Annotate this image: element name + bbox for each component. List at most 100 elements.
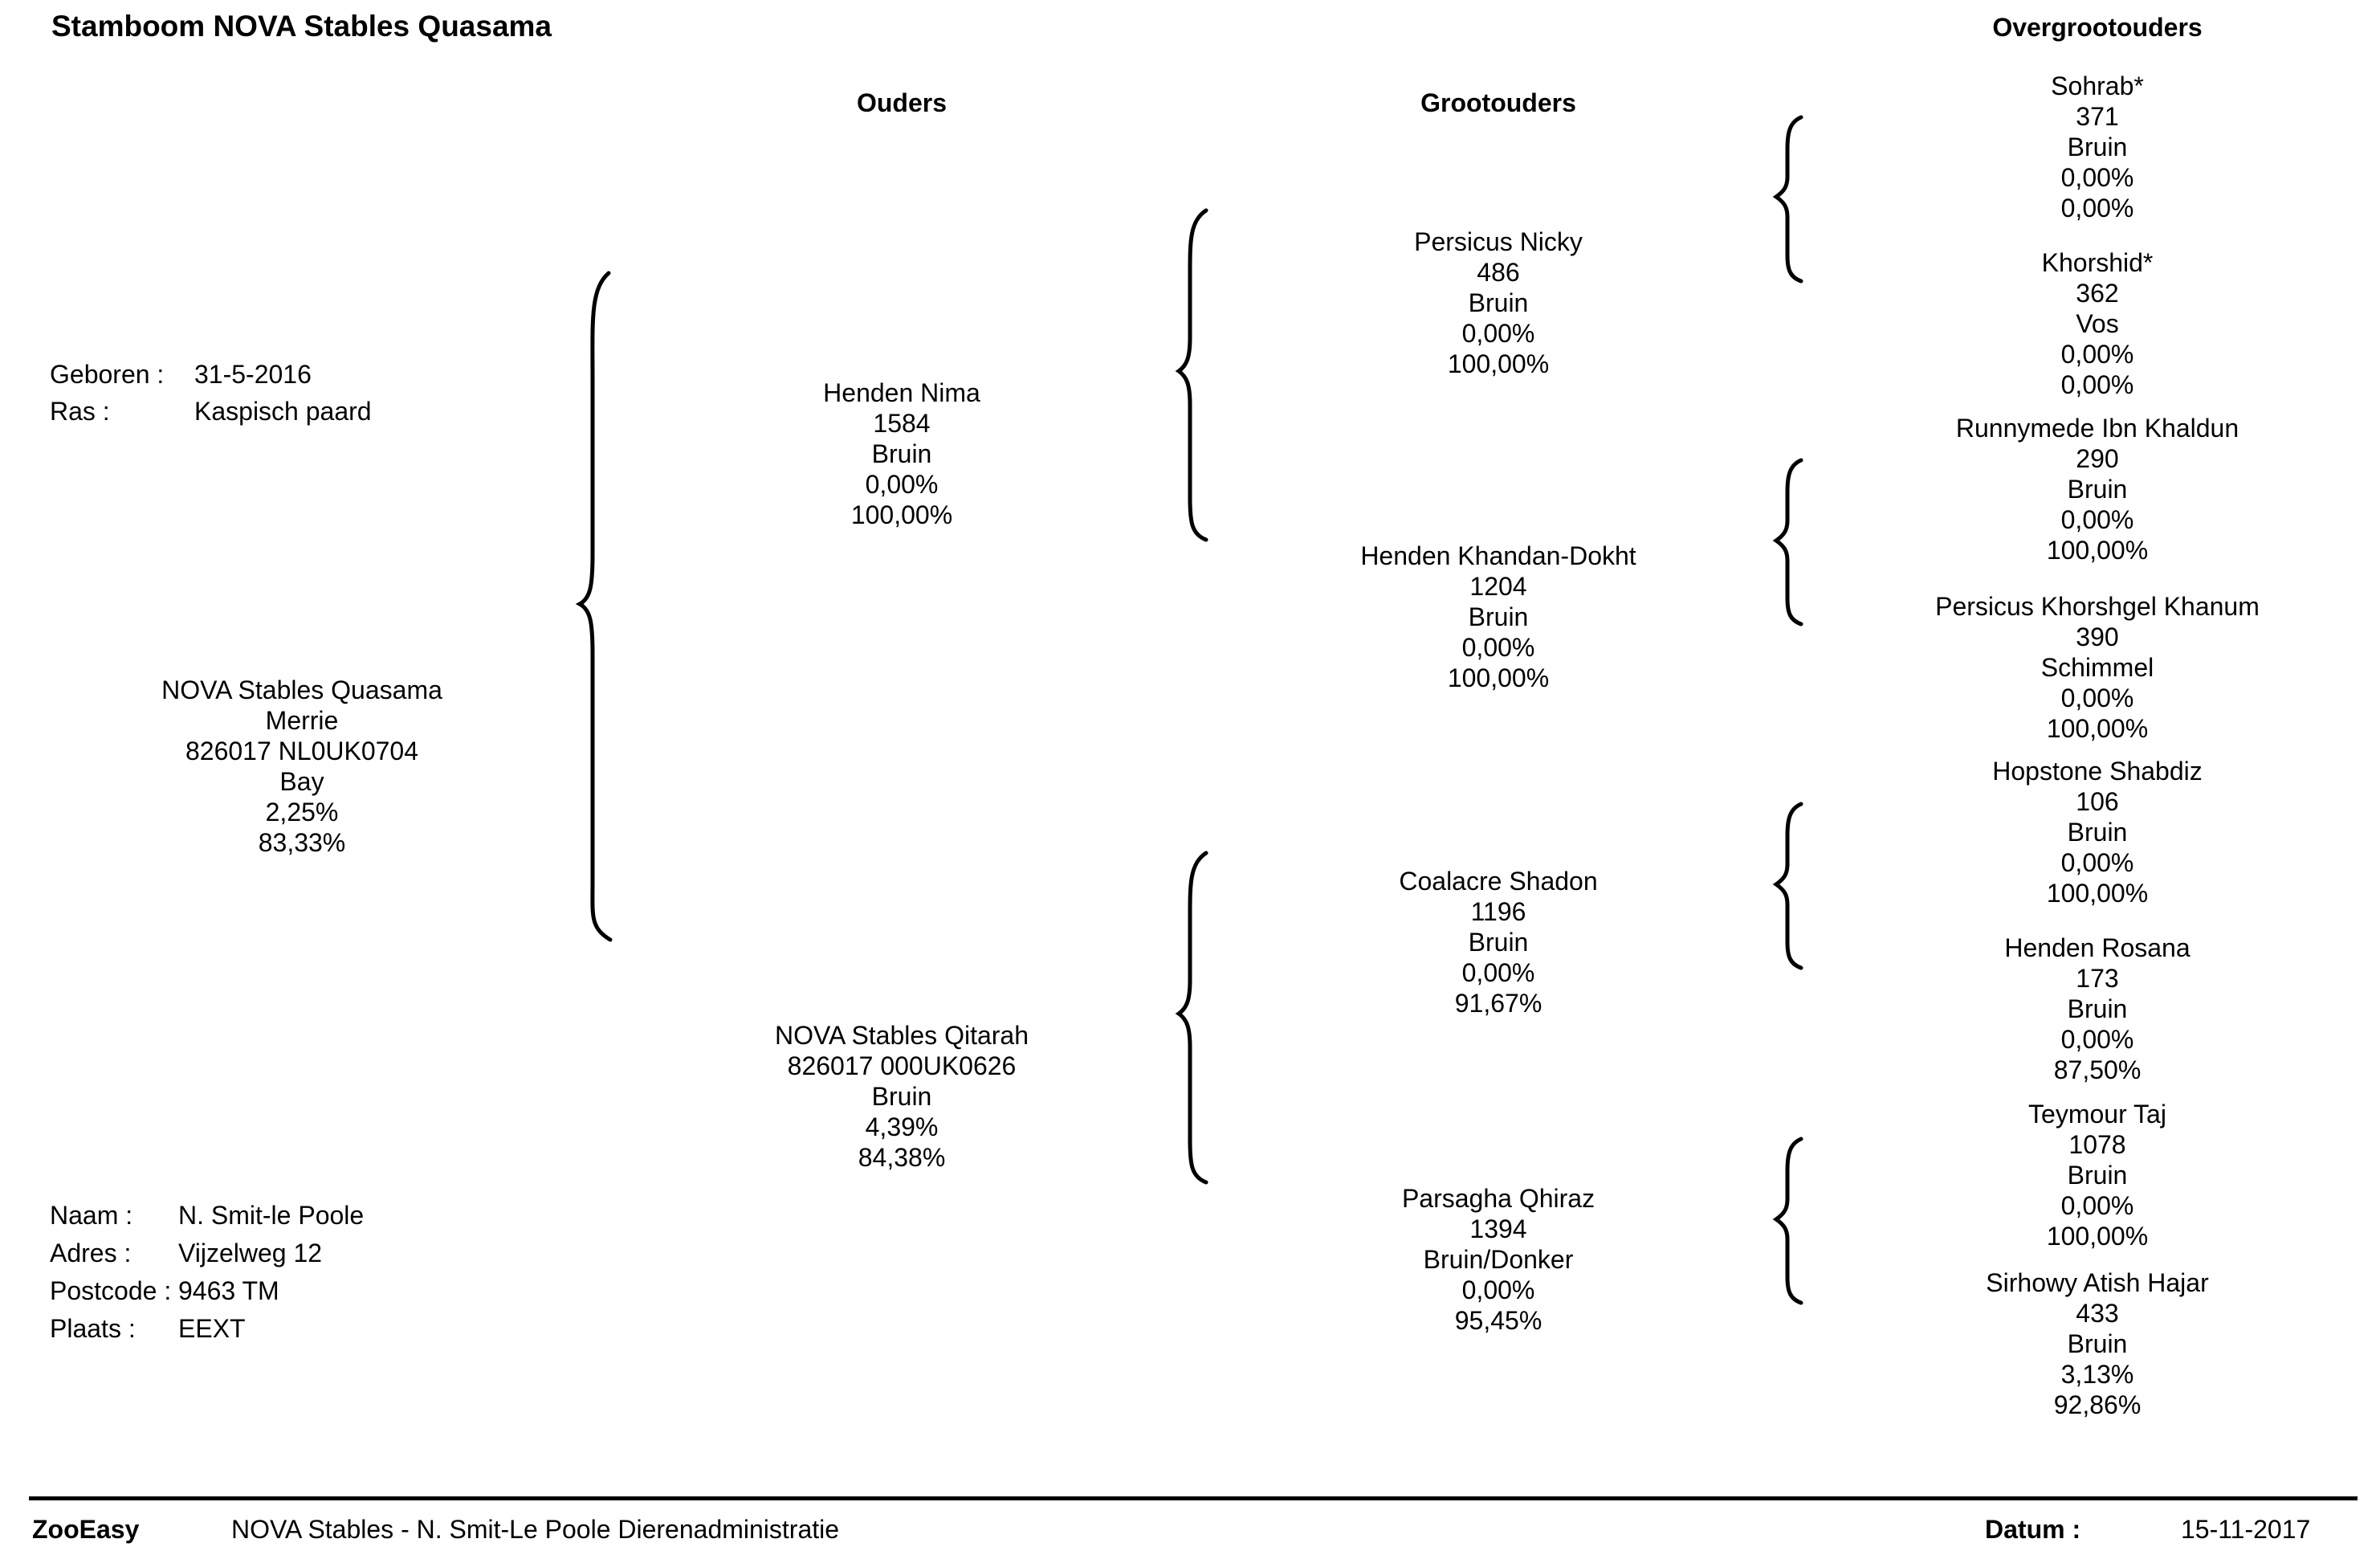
horse-percentage: 95,45% — [1454, 1306, 1543, 1335]
horse-percentage: 91,67% — [1454, 989, 1543, 1018]
horse-percentage: 0,00% — [2060, 194, 2134, 222]
horse-name: Sirhowy Atish Hajar — [1986, 1268, 2209, 1297]
horse-name: Coalacre Shadon — [1399, 867, 1598, 896]
horse-color: Bruin — [2067, 475, 2128, 504]
horse-color: Bruin — [1468, 602, 1529, 631]
great-grandparent-7: Teymour Taj 1078 Bruin 0,00% 100,00% — [2028, 1099, 2166, 1251]
horse-inbreeding: 0,00% — [2060, 1025, 2134, 1054]
breed-label: Ras : — [50, 397, 110, 426]
horse-percentage: 100,00% — [2046, 714, 2149, 743]
horse-percentage: 83,33% — [258, 828, 346, 857]
owner-address-label: Adres : — [50, 1239, 132, 1267]
born-label: Geboren : — [50, 360, 165, 389]
great-grandparent-5: Hopstone Shabdiz 106 Bruin 0,00% 100,00% — [1992, 756, 2203, 908]
horse-percentage: 92,86% — [2053, 1390, 2142, 1419]
header-grandparents: Grootouders — [1420, 88, 1576, 117]
page-title: Stamboom NOVA Stables Quasama — [51, 10, 552, 43]
horse-number: 433 — [2076, 1299, 2119, 1328]
horse-name: Sohrab* — [2051, 71, 2144, 100]
grandparent-4: Parsagha Qhiraz 1394 Bruin/Donker 0,00% … — [1402, 1183, 1595, 1336]
horse-name: Runnymede Ibn Khaldun — [1955, 414, 2239, 443]
horse-inbreeding: 0,00% — [2060, 340, 2134, 369]
horse-inbreeding: 0,00% — [2060, 163, 2134, 192]
grandparent-2: Henden Khandan-Dokht 1204 Bruin 0,00% 10… — [1360, 541, 1636, 693]
horse-number: 1204 — [1469, 572, 1527, 601]
header-parents: Ouders — [856, 88, 948, 117]
horse-color: Bay — [279, 767, 324, 796]
horse-inbreeding: 4,39% — [865, 1112, 939, 1141]
horse-inbreeding: 0,00% — [1461, 633, 1535, 662]
horse-name: Henden Khandan-Dokht — [1360, 541, 1636, 570]
horse-name: Khorshid* — [2041, 248, 2154, 277]
footer-brand: ZooEasy — [32, 1515, 140, 1544]
horse-number: 106 — [2076, 787, 2119, 816]
subject-horse: NOVA Stables Quasama Merrie 826017 NL0UK… — [161, 675, 442, 858]
horse-name: Parsagha Qhiraz — [1401, 1184, 1595, 1213]
horse-number: 290 — [2076, 444, 2119, 473]
horse-inbreeding: 0,00% — [2060, 1191, 2134, 1220]
horse-inbreeding: 0,00% — [1461, 1275, 1535, 1304]
horse-color: Bruin — [871, 1082, 932, 1111]
horse-registration: 826017 NL0UK0704 — [185, 737, 419, 765]
footer-date-value: 15-11-2017 — [2181, 1515, 2311, 1544]
great-grandparent-3: Runnymede Ibn Khaldun 290 Bruin 0,00% 10… — [1956, 413, 2239, 565]
horse-name: NOVA Stables Qitarah — [775, 1021, 1029, 1050]
horse-inbreeding: 0,00% — [2060, 684, 2134, 712]
great-grandparent-6: Henden Rosana 173 Bruin 0,00% 87,50% — [2004, 933, 2190, 1085]
footer-divider — [29, 1496, 2358, 1500]
brace-subject — [575, 271, 613, 942]
horse-color: Bruin — [2067, 1329, 2128, 1358]
breed-value: Kaspisch paard — [194, 397, 372, 426]
horse-color: Bruin — [2067, 818, 2128, 847]
owner-city-label: Plaats : — [50, 1314, 136, 1343]
horse-percentage: 100,00% — [2046, 879, 2149, 908]
horse-percentage: 84,38% — [858, 1143, 946, 1172]
brace-gp-3 — [1772, 802, 1803, 970]
horse-color: Schimmel — [2040, 653, 2154, 682]
brace-parent-2 — [1175, 851, 1208, 1185]
horse-name: Persicus Nicky — [1414, 227, 1583, 256]
horse-color: Bruin — [1468, 928, 1529, 957]
horse-name: Henden Rosana — [2004, 933, 2190, 962]
horse-number: 362 — [2076, 279, 2119, 308]
horse-inbreeding: 0,00% — [1461, 958, 1535, 987]
horse-percentage: 100,00% — [1447, 349, 1550, 378]
owner-postcode-value: 9463 TM — [178, 1276, 279, 1305]
horse-inbreeding: 0,00% — [2060, 505, 2134, 534]
header-great-grandparents: Overgrootouders — [1992, 13, 2203, 42]
horse-name: NOVA Stables Quasama — [161, 676, 442, 704]
great-grandparent-4: Persicus Khorshgel Khanum 390 Schimmel 0… — [1935, 591, 2260, 744]
horse-number: 1394 — [1469, 1214, 1527, 1243]
parent-sire: Henden Nima 1584 Bruin 0,00% 100,00% — [823, 378, 980, 530]
great-grandparent-1: Sohrab* 371 Bruin 0,00% 0,00% — [2051, 71, 2144, 223]
horse-number: 1078 — [2068, 1130, 2126, 1159]
grandparent-3: Coalacre Shadon 1196 Bruin 0,00% 91,67% — [1399, 866, 1597, 1018]
horse-color: Bruin — [2067, 133, 2128, 161]
horse-percentage: 100,00% — [1447, 663, 1550, 692]
owner-name-value: N. Smit-le Poole — [178, 1201, 365, 1230]
owner-city-value: EEXT — [178, 1314, 246, 1343]
brace-gp-1 — [1772, 115, 1803, 284]
brace-parent-1 — [1175, 208, 1208, 542]
horse-name: Hopstone Shabdiz — [1992, 757, 2203, 786]
horse-percentage: 0,00% — [2060, 370, 2134, 399]
horse-number: 390 — [2076, 622, 2119, 651]
footer-date-label: Datum : — [1985, 1515, 2081, 1544]
owner-address-value: Vijzelweg 12 — [178, 1239, 323, 1267]
horse-color: Bruin — [2067, 1161, 2128, 1190]
grandparent-1: Persicus Nicky 486 Bruin 0,00% 100,00% — [1414, 227, 1583, 379]
born-value: 31-5-2016 — [194, 360, 312, 389]
horse-percentage: 100,00% — [2046, 536, 2149, 565]
parent-dam: NOVA Stables Qitarah 826017 000UK0626 Br… — [775, 1020, 1029, 1173]
horse-name: Persicus Khorshgel Khanum — [1935, 592, 2260, 621]
horse-number: 371 — [2076, 102, 2119, 131]
horse-number: 1584 — [873, 409, 931, 438]
horse-color: Bruin/Donker — [1423, 1245, 1574, 1274]
horse-gender: Merrie — [265, 706, 339, 735]
horse-registration: 826017 000UK0626 — [787, 1051, 1017, 1080]
horse-percentage: 100,00% — [2046, 1222, 2149, 1251]
brace-gp-2 — [1772, 458, 1803, 627]
horse-inbreeding: 0,00% — [2060, 848, 2134, 877]
owner-postcode-label: Postcode : — [50, 1276, 172, 1305]
